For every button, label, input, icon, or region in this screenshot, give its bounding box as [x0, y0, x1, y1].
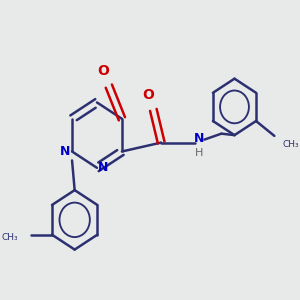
Text: O: O: [142, 88, 154, 102]
Text: H: H: [195, 148, 203, 158]
Text: CH₃: CH₃: [1, 233, 18, 242]
Text: N: N: [98, 161, 109, 174]
Text: O: O: [98, 64, 109, 78]
Text: N: N: [194, 132, 204, 145]
Text: N: N: [60, 145, 71, 158]
Text: CH₃: CH₃: [282, 140, 299, 149]
